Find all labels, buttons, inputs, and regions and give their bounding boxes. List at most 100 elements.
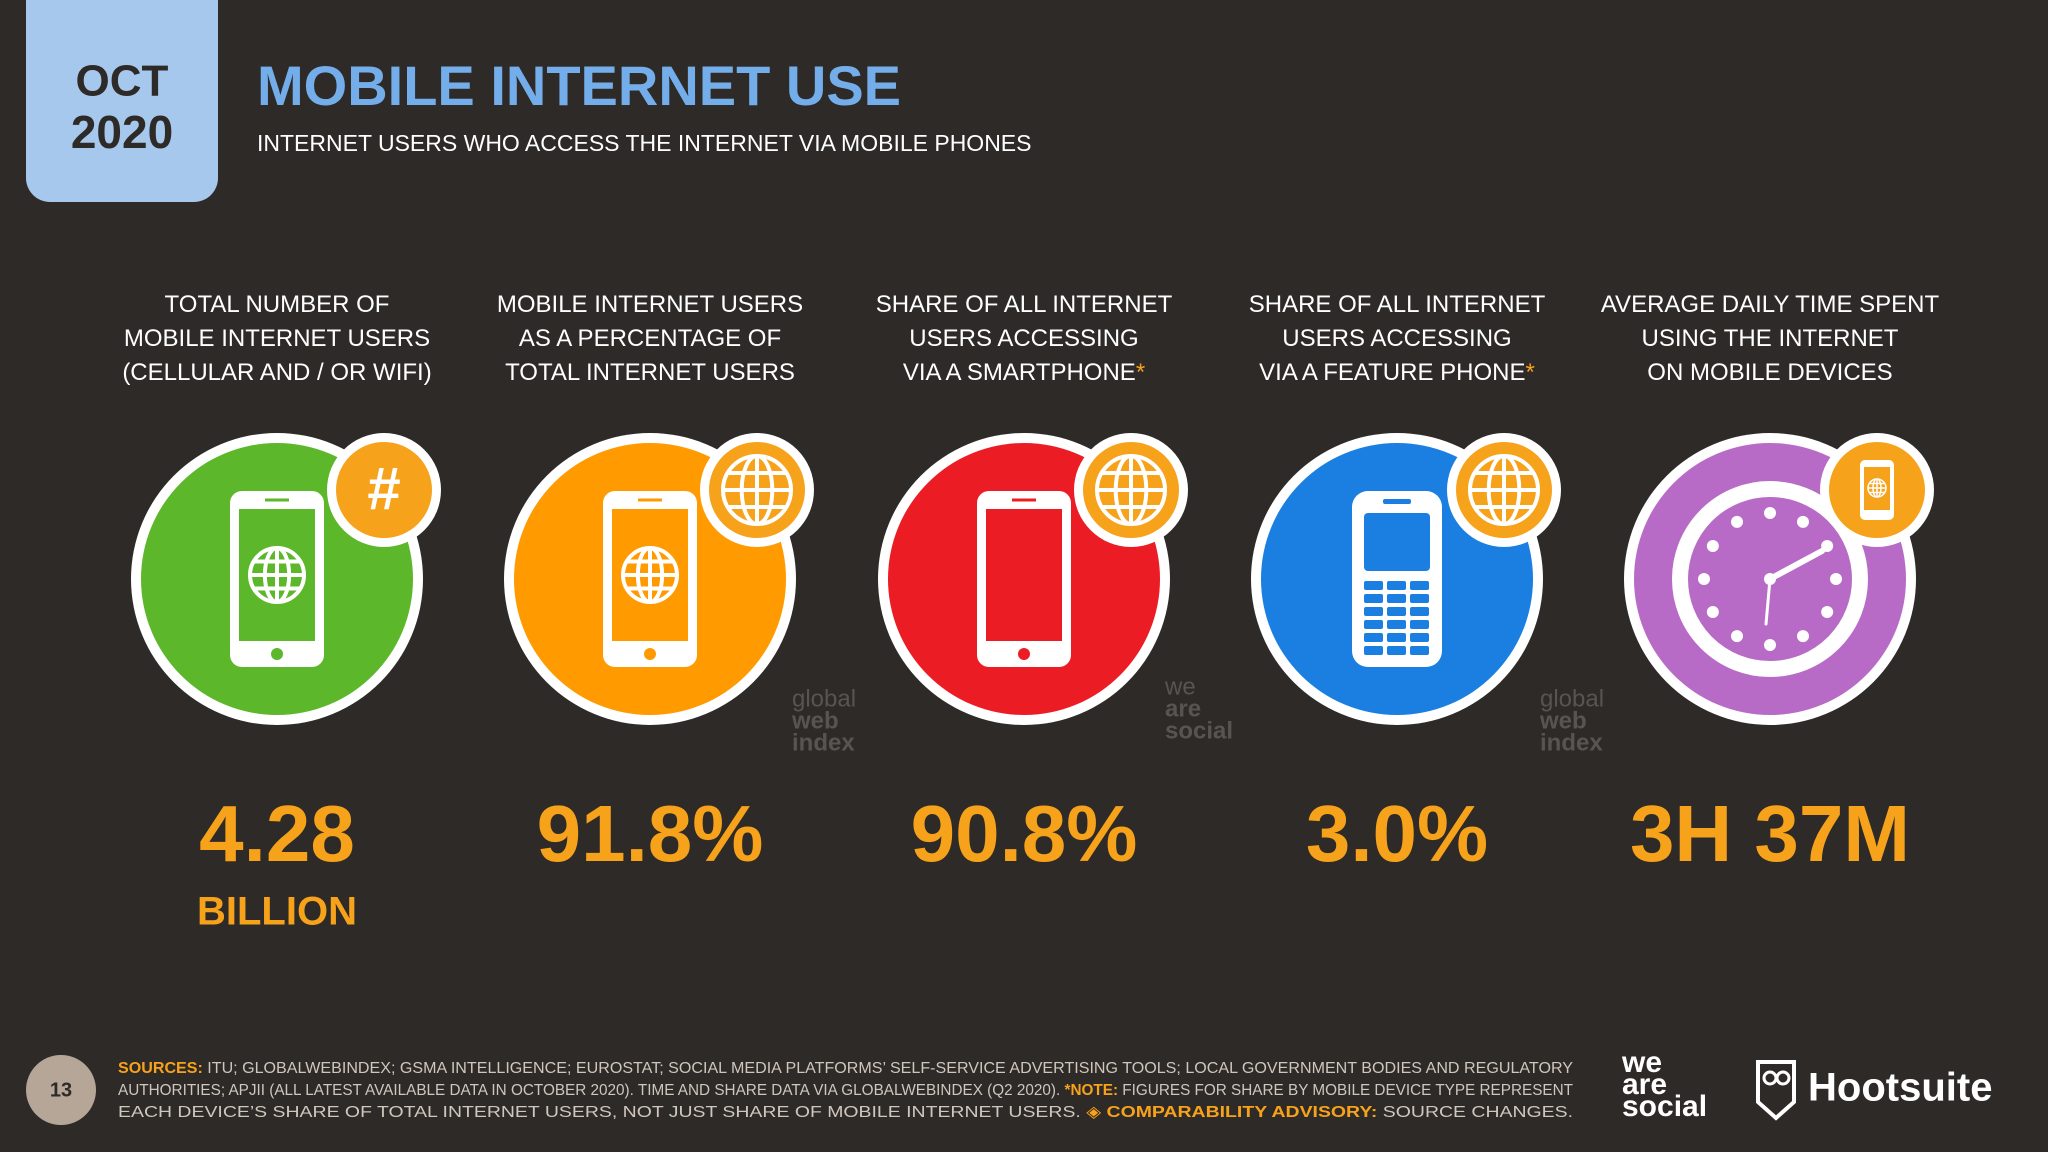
stat-label-marker: *	[1136, 359, 1145, 386]
stat-label: (CELLULAR AND / OR WIFI)	[122, 359, 431, 386]
clock-dot	[1821, 606, 1834, 618]
stat-label: TOTAL INTERNET USERS	[505, 359, 795, 386]
phone-button	[1018, 648, 1030, 660]
clock-dot	[1698, 573, 1710, 585]
source-segment: *NOTE:	[1065, 1082, 1119, 1099]
globe-icon	[1867, 478, 1887, 498]
feature-phone-key	[1364, 633, 1383, 642]
clock-hand	[1767, 548, 1825, 582]
stat-label: AVERAGE DAILY TIME SPENT	[1601, 291, 1940, 318]
feature-phone-key	[1387, 607, 1406, 616]
stat-label: VIA A SMARTPHONE*	[903, 359, 1145, 386]
stat-unit: BILLION	[197, 890, 357, 934]
watermark: index	[792, 729, 855, 756]
clock-dot	[1706, 540, 1719, 552]
feature-phone-key	[1410, 594, 1429, 603]
stat-label-line: AS A PERCENTAGE OF	[519, 325, 781, 352]
stat-value: 91.8%	[537, 789, 764, 878]
badge	[336, 442, 432, 538]
title: MOBILE INTERNET USE	[257, 54, 901, 117]
stat-label-line: MOBILE INTERNET USERS	[497, 291, 803, 318]
watermark: global	[1540, 685, 1604, 712]
source-line: SOURCES: ITU; GLOBALWEBINDEX; GSMA INTEL…	[118, 1060, 1573, 1077]
feature-phone-key	[1387, 646, 1406, 655]
watermark: social	[1165, 717, 1233, 744]
feature-phone-key	[1364, 594, 1383, 603]
stat-label-marker: *	[1525, 359, 1534, 386]
stat-label-line: VIA A SMARTPHONE	[903, 359, 1136, 386]
owl-eye	[1775, 1070, 1791, 1086]
stat-label-line: ON MOBILE DEVICES	[1647, 359, 1892, 386]
clock-dot	[1764, 507, 1776, 519]
watermark: global	[792, 685, 856, 712]
subtitle: INTERNET USERS WHO ACCESS THE INTERNET V…	[257, 130, 1032, 156]
clock-dot	[1830, 573, 1842, 585]
stat-label: TOTAL NUMBER OF	[165, 291, 390, 318]
stat-label: USERS ACCESSING	[909, 325, 1138, 352]
globe-latitude	[254, 559, 300, 591]
stat-value: 90.8%	[911, 789, 1138, 878]
stat-label: AS A PERCENTAGE OF	[519, 325, 781, 352]
feature-phone-speaker	[1383, 499, 1411, 504]
clock-dot	[1764, 639, 1776, 651]
badge-symbol: #	[367, 455, 400, 522]
phone-button	[644, 648, 656, 660]
globe-latitude	[728, 471, 786, 509]
stat-label-line: TOTAL INTERNET USERS	[505, 359, 795, 386]
brand-we-are-social: social	[1622, 1090, 1707, 1123]
watermark: web	[791, 707, 839, 734]
stat-label-line: USERS ACCESSING	[1282, 325, 1511, 352]
hootsuite-owl	[1756, 1060, 1796, 1121]
stat-label-line: SHARE OF ALL INTERNET	[1249, 291, 1546, 318]
stat-label: VIA A FEATURE PHONE*	[1259, 359, 1535, 386]
feature-phone-key	[1410, 646, 1429, 655]
feature-phone-key	[1364, 620, 1383, 629]
clock-center	[1764, 573, 1776, 585]
source-segment: AUTHORITIES; APJII (ALL LATEST AVAILABLE…	[118, 1082, 1065, 1099]
stat-label-line: (CELLULAR AND / OR WIFI)	[122, 359, 431, 386]
feature-phone-key	[1410, 607, 1429, 616]
feature-phone-key	[1387, 594, 1406, 603]
stat-value: 3H 37M	[1630, 789, 1910, 878]
feature-phone-key	[1410, 620, 1429, 629]
stat-label: MOBILE INTERNET USERS	[124, 325, 430, 352]
feature-phone-key	[1410, 633, 1429, 642]
clock-dot	[1731, 515, 1743, 528]
globe-icon	[248, 546, 306, 604]
stat-label: ON MOBILE DEVICES	[1647, 359, 1892, 386]
feature-phone-key	[1410, 581, 1429, 590]
feature-phone-key	[1387, 633, 1406, 642]
stat-label-line: VIA A FEATURE PHONE	[1259, 359, 1525, 386]
clock-dot	[1797, 630, 1809, 643]
globe-latitude	[1869, 482, 1885, 494]
feature-phone-key	[1387, 581, 1406, 590]
source-segment: ITU; GLOBALWEBINDEX; GSMA INTELLIGENCE; …	[203, 1060, 1573, 1077]
source-segment: SOURCE CHANGES.	[1377, 1104, 1573, 1121]
stat-label-line: AVERAGE DAILY TIME SPENT	[1601, 291, 1940, 318]
stat-label: SHARE OF ALL INTERNET	[1249, 291, 1546, 318]
clock-dot	[1731, 630, 1743, 643]
stat-label-line: TOTAL NUMBER OF	[165, 291, 390, 318]
stat-label: SHARE OF ALL INTERNET	[876, 291, 1173, 318]
source-segment: ◈ COMPARABILITY ADVISORY:	[1086, 1104, 1377, 1121]
clock-dot	[1797, 515, 1809, 528]
feature-phone-screen	[1364, 513, 1430, 571]
watermark: are	[1165, 695, 1201, 722]
globe-icon	[721, 454, 793, 526]
feature-phone-key	[1387, 620, 1406, 629]
source-line: AUTHORITIES; APJII (ALL LATEST AVAILABLE…	[118, 1082, 1573, 1099]
clock-dot	[1706, 606, 1719, 618]
brand-we-are-social: we	[1621, 1046, 1662, 1079]
feature-phone-key	[1364, 607, 1383, 616]
stat-label-line: USERS ACCESSING	[909, 325, 1138, 352]
globe-latitude	[1475, 471, 1533, 509]
source-segment: FIGURES FOR SHARE BY MOBILE DEVICE TYPE …	[1118, 1082, 1573, 1099]
globe-icon	[1468, 454, 1540, 526]
page-number-badge	[26, 1055, 96, 1125]
stat-label: USING THE INTERNET	[1642, 325, 1899, 352]
watermark: index	[1540, 729, 1603, 756]
phone-button	[271, 648, 283, 660]
stat-label-line: SHARE OF ALL INTERNET	[876, 291, 1173, 318]
source-line: EACH DEVICE’S SHARE OF TOTAL INTERNET US…	[118, 1104, 1573, 1121]
